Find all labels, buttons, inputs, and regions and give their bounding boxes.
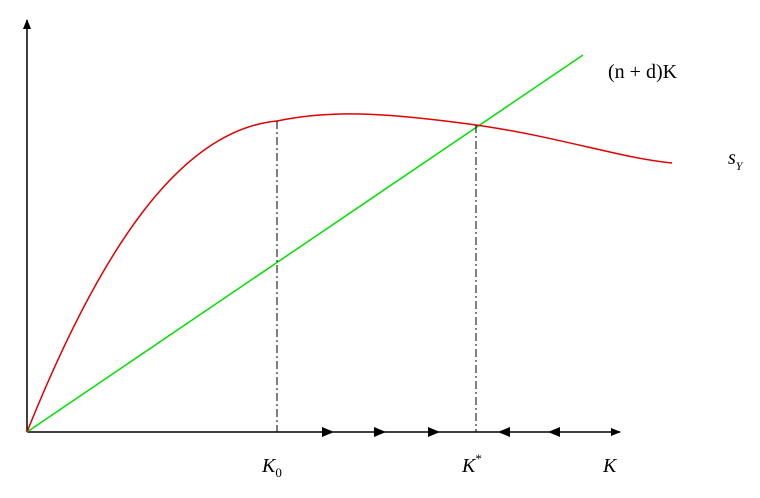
- kstar-label-base: K: [461, 455, 477, 477]
- k0-label: K0: [261, 455, 282, 480]
- curve-label-base: s: [728, 147, 736, 169]
- kstar-label-sup: *: [475, 451, 482, 466]
- arrow-right: [322, 427, 334, 437]
- line-label: (n + d)K: [608, 61, 678, 83]
- arrow-right: [374, 427, 386, 437]
- kstar-label: K*: [461, 451, 482, 477]
- arrow-left: [498, 427, 510, 437]
- arrow-right: [428, 427, 440, 437]
- axis-label-text: K: [602, 455, 618, 477]
- investment-line: [26, 54, 584, 433]
- curve-label: sY: [728, 147, 744, 173]
- line-label-text: (n + d)K: [608, 61, 678, 83]
- savings-curve: [26, 113, 673, 433]
- k0-label-sub: 0: [275, 465, 282, 480]
- curve-label-sub: Y: [736, 159, 744, 173]
- direction-arrows: [322, 427, 560, 437]
- arrow-left: [548, 427, 560, 437]
- k0-label-base: K: [261, 455, 277, 477]
- axis-label: K: [602, 455, 618, 477]
